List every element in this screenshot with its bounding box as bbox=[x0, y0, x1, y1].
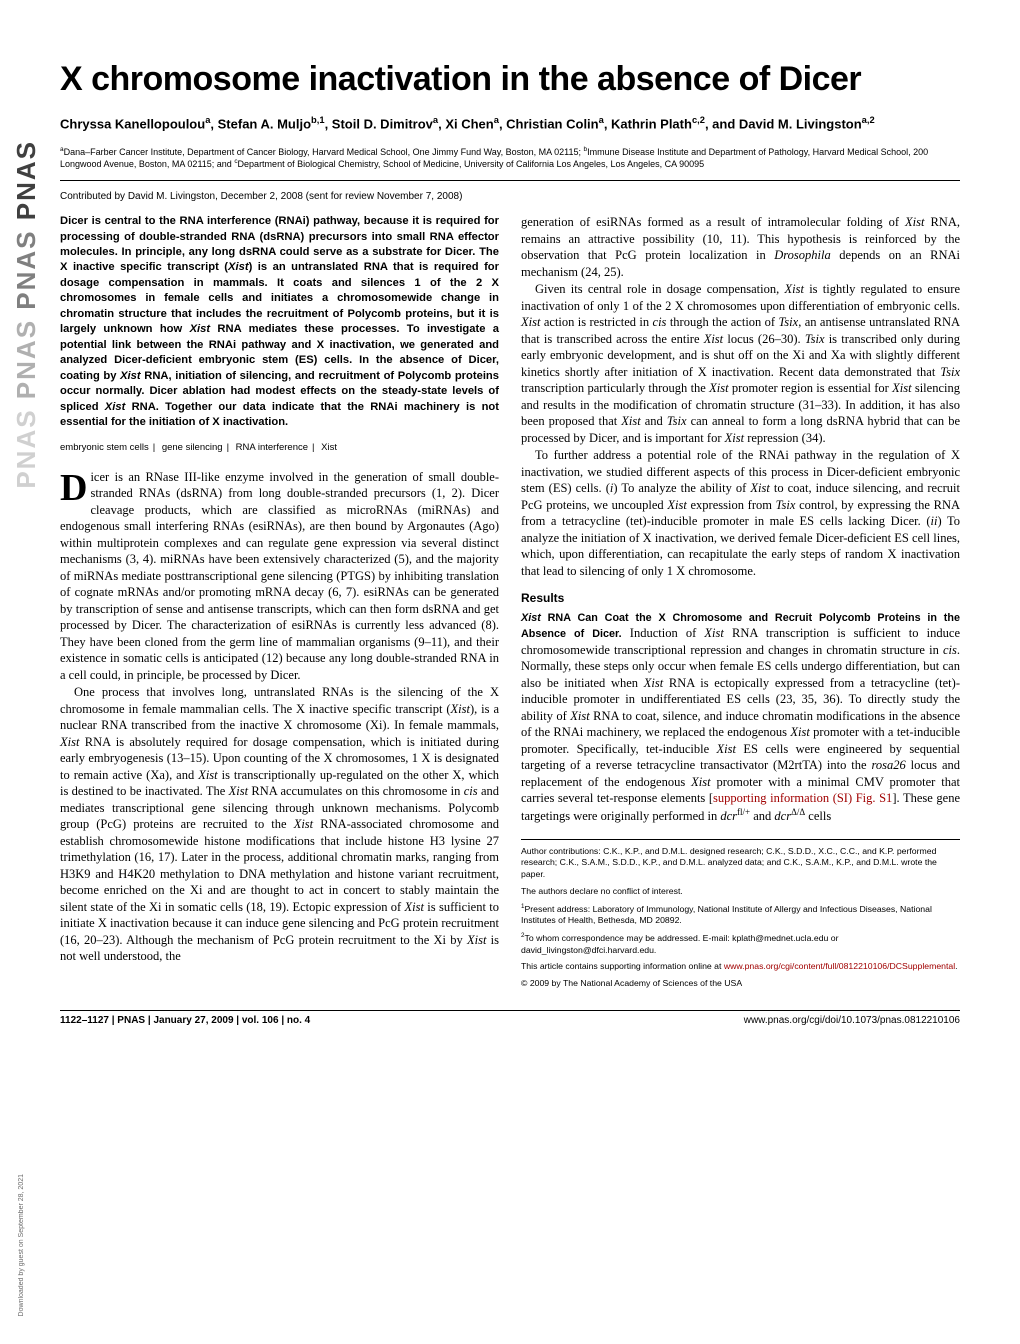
affiliations: aDana–Farber Cancer Institute, Departmen… bbox=[60, 146, 960, 170]
paper-page: X chromosome inactivation in the absence… bbox=[0, 0, 1020, 1056]
author-list: Chryssa Kanellopouloua, Stefan A. Muljob… bbox=[60, 113, 960, 134]
footnote-block: Author contributions: C.K., K.P., and D.… bbox=[521, 839, 960, 990]
footnote-correspondence: 2To whom correspondence may be addressed… bbox=[521, 932, 960, 956]
footer-right: www.pnas.org/cgi/doi/10.1073/pnas.081221… bbox=[744, 1015, 960, 1026]
two-column-body: Dicer is central to the RNA interference… bbox=[60, 214, 960, 990]
conflict-statement: The authors declare no conflict of inter… bbox=[521, 886, 960, 898]
abstract: Dicer is central to the RNA interference… bbox=[60, 214, 499, 430]
body-paragraph: To further address a potential role of t… bbox=[521, 447, 960, 579]
body-paragraph: Given its central role in dosage compens… bbox=[521, 281, 960, 446]
section-heading-results: Results bbox=[521, 591, 960, 607]
footnote-si[interactable]: This article contains supporting informa… bbox=[521, 961, 960, 973]
keyword: Xist bbox=[321, 442, 337, 453]
author-contributions: Author contributions: C.K., K.P., and D.… bbox=[521, 846, 960, 881]
keywords-line: embryonic stem cells| gene silencing| RN… bbox=[60, 442, 499, 455]
header-rule bbox=[60, 180, 960, 181]
body-paragraph: Xist RNA Can Coat the X Chromosome and R… bbox=[521, 609, 960, 825]
keyword: embryonic stem cells bbox=[60, 442, 149, 453]
contributed-line: Contributed by David M. Livingston, Dece… bbox=[60, 191, 960, 202]
keyword: gene silencing bbox=[162, 442, 223, 453]
download-watermark: Downloaded by guest on September 28, 202… bbox=[18, 1174, 25, 1316]
paper-title: X chromosome inactivation in the absence… bbox=[60, 60, 960, 99]
body-paragraph: generation of esiRNAs formed as a result… bbox=[521, 214, 960, 280]
footer-left: 1122–1127 | PNAS | January 27, 2009 | vo… bbox=[60, 1015, 310, 1026]
copyright-line: © 2009 by The National Academy of Scienc… bbox=[521, 978, 960, 990]
body-paragraph: One process that involves long, untransl… bbox=[60, 684, 499, 965]
body-paragraph: Dicer is an RNase III-like enzyme involv… bbox=[60, 469, 499, 684]
page-footer: 1122–1127 | PNAS | January 27, 2009 | vo… bbox=[60, 1010, 960, 1026]
footnote-present-address: 1Present address: Laboratory of Immunolo… bbox=[521, 903, 960, 927]
keyword: RNA interference bbox=[236, 442, 308, 453]
